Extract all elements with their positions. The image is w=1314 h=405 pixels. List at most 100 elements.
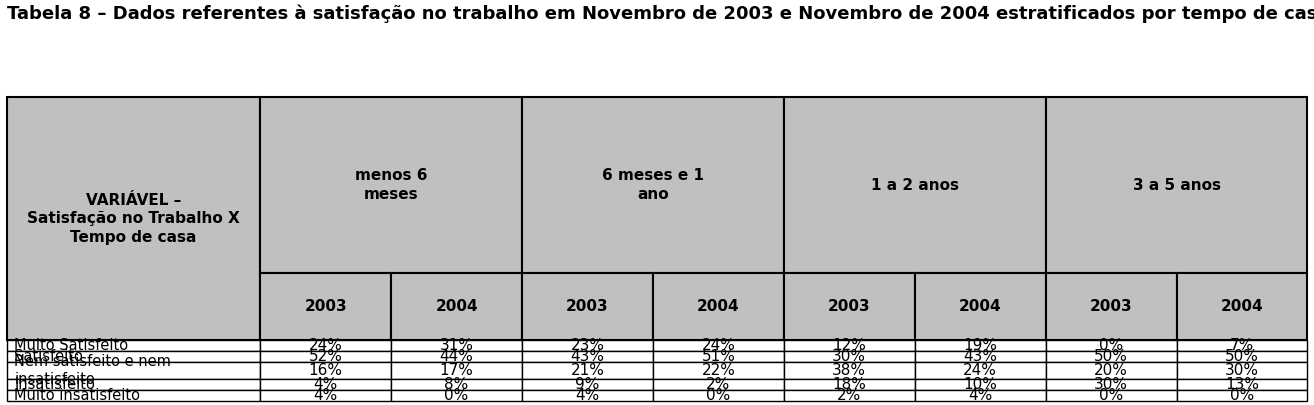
Bar — [1176, 379, 1307, 390]
Text: 22%: 22% — [702, 363, 736, 378]
Text: Muito insatisfeito: Muito insatisfeito — [14, 388, 141, 403]
Text: Muito Satisfeito: Muito Satisfeito — [14, 338, 129, 353]
Text: 21%: 21% — [570, 363, 604, 378]
Bar — [784, 390, 915, 401]
Text: 23%: 23% — [570, 338, 604, 353]
Text: 3 a 5 anos: 3 a 5 anos — [1133, 178, 1221, 193]
Text: 18%: 18% — [832, 377, 866, 392]
Bar — [522, 379, 653, 390]
Text: 30%: 30% — [1095, 377, 1129, 392]
Bar — [260, 340, 392, 351]
Text: Satisfeito: Satisfeito — [14, 349, 83, 364]
Text: 50%: 50% — [1225, 349, 1259, 364]
Bar — [260, 362, 392, 379]
Text: 44%: 44% — [440, 349, 473, 364]
Text: Tabela 8 – Dados referentes à satisfação no trabalho em Novembro de 2003 e Novem: Tabela 8 – Dados referentes à satisfação… — [7, 4, 1314, 23]
Bar — [653, 390, 784, 401]
Bar — [1046, 97, 1307, 273]
Bar — [522, 390, 653, 401]
Text: 2003: 2003 — [566, 299, 608, 314]
Bar — [915, 379, 1046, 390]
Text: 8%: 8% — [444, 377, 469, 392]
Bar — [1046, 379, 1176, 390]
Text: 24%: 24% — [702, 338, 736, 353]
Bar — [392, 273, 522, 340]
Text: 4%: 4% — [314, 388, 338, 403]
Text: menos 6
meses: menos 6 meses — [355, 168, 427, 202]
Text: 24%: 24% — [963, 363, 997, 378]
Bar — [915, 340, 1046, 351]
Text: 52%: 52% — [309, 349, 343, 364]
Text: 2004: 2004 — [435, 299, 478, 314]
Text: 10%: 10% — [963, 377, 997, 392]
Bar — [784, 273, 915, 340]
Text: 50%: 50% — [1095, 349, 1127, 364]
Text: 0%: 0% — [1099, 388, 1123, 403]
Text: 43%: 43% — [963, 349, 997, 364]
Text: 12%: 12% — [832, 338, 866, 353]
Bar — [784, 351, 915, 362]
Bar — [260, 97, 522, 273]
Bar — [915, 362, 1046, 379]
Bar — [653, 273, 784, 340]
Text: 24%: 24% — [309, 338, 343, 353]
Bar — [7, 379, 260, 390]
Bar — [1046, 362, 1176, 379]
Text: VARIÁVEL –
Satisfação no Trabalho X
Tempo de casa: VARIÁVEL – Satisfação no Trabalho X Temp… — [28, 193, 239, 245]
Bar — [1176, 351, 1307, 362]
Bar — [7, 340, 260, 351]
Text: 43%: 43% — [570, 349, 604, 364]
Bar — [260, 351, 392, 362]
Bar — [522, 273, 653, 340]
Text: Insatisfeito: Insatisfeito — [14, 377, 96, 392]
Text: 0%: 0% — [444, 388, 469, 403]
Text: 0%: 0% — [706, 388, 731, 403]
Bar — [522, 351, 653, 362]
Bar — [1046, 340, 1176, 351]
Text: 2004: 2004 — [959, 299, 1001, 314]
Text: 4%: 4% — [968, 388, 992, 403]
Bar — [915, 351, 1046, 362]
Bar — [260, 273, 392, 340]
Text: 0%: 0% — [1230, 388, 1254, 403]
Text: 4%: 4% — [576, 388, 599, 403]
Bar — [392, 351, 522, 362]
Bar — [915, 390, 1046, 401]
Text: 1 a 2 anos: 1 a 2 anos — [871, 178, 959, 193]
Bar — [653, 379, 784, 390]
Text: 51%: 51% — [702, 349, 736, 364]
Text: 6 meses e 1
ano: 6 meses e 1 ano — [602, 168, 704, 202]
Bar — [260, 379, 392, 390]
Text: 9%: 9% — [576, 377, 599, 392]
Text: 2%: 2% — [706, 377, 731, 392]
Bar — [915, 273, 1046, 340]
Bar — [1046, 351, 1176, 362]
Bar — [392, 379, 522, 390]
Text: 0%: 0% — [1099, 338, 1123, 353]
Text: 2004: 2004 — [696, 299, 740, 314]
Text: 30%: 30% — [1225, 363, 1259, 378]
Bar — [392, 362, 522, 379]
Bar — [784, 379, 915, 390]
Bar — [7, 362, 260, 379]
Text: 17%: 17% — [440, 363, 473, 378]
Text: 2003: 2003 — [1089, 299, 1133, 314]
Text: 19%: 19% — [963, 338, 997, 353]
Bar — [522, 362, 653, 379]
Text: 30%: 30% — [832, 349, 866, 364]
Bar — [1046, 390, 1176, 401]
Bar — [1176, 390, 1307, 401]
Bar — [1176, 362, 1307, 379]
Bar — [7, 390, 260, 401]
Bar — [1176, 273, 1307, 340]
Text: 4%: 4% — [314, 377, 338, 392]
Text: 38%: 38% — [832, 363, 866, 378]
Bar — [392, 390, 522, 401]
Bar — [522, 340, 653, 351]
Bar — [653, 362, 784, 379]
Bar — [784, 340, 915, 351]
Bar — [260, 390, 392, 401]
Text: 2003: 2003 — [305, 299, 347, 314]
Text: 2004: 2004 — [1221, 299, 1263, 314]
Bar — [653, 351, 784, 362]
